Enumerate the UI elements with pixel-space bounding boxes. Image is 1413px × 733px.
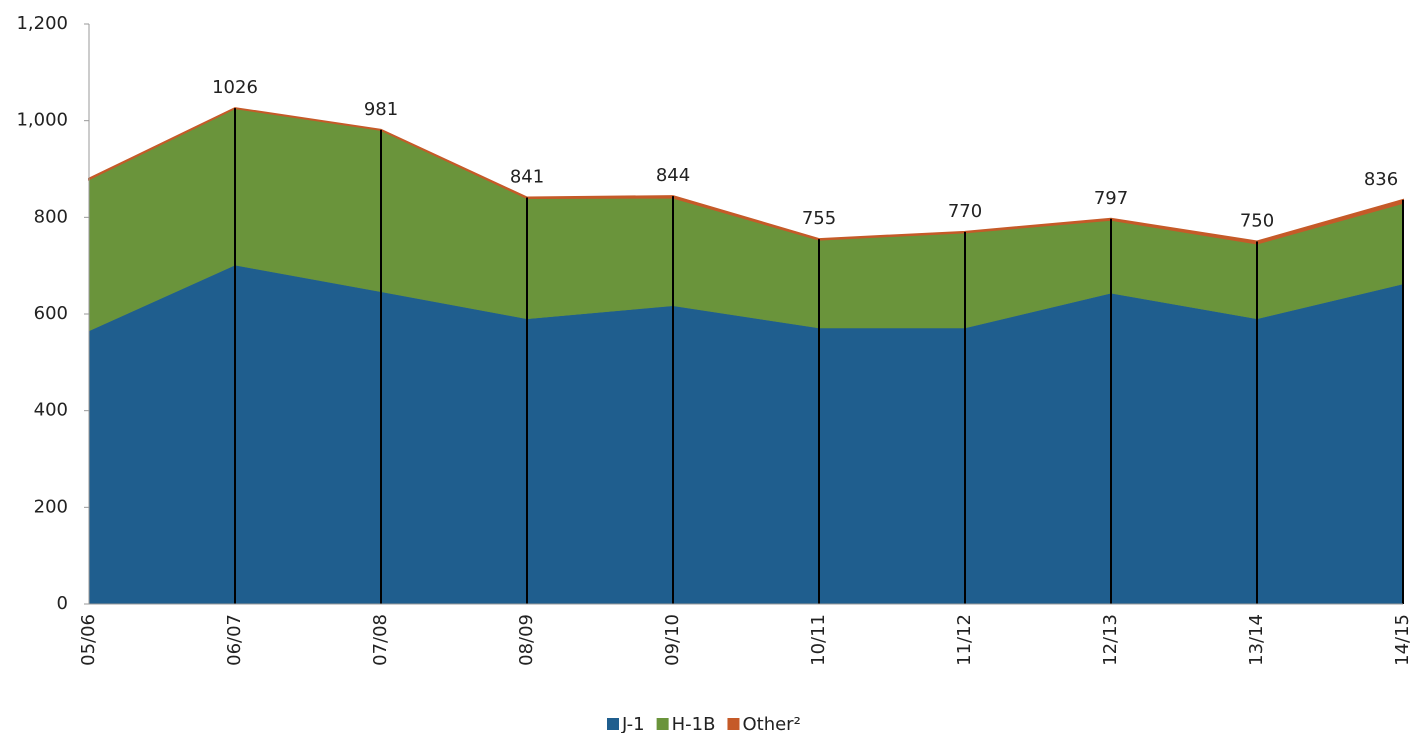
total-label: 1026 (212, 77, 258, 98)
y-tick-label: 400 (34, 400, 68, 421)
y-tick-label: 200 (34, 496, 68, 517)
legend-label: J-1 (621, 714, 645, 733)
x-tick-label: 10/11 (808, 614, 829, 666)
y-tick-label: 800 (34, 206, 68, 227)
x-tick-label: 11/12 (954, 614, 975, 666)
legend-swatch (656, 718, 669, 730)
total-label: 770 (948, 201, 982, 222)
total-label: 797 (1094, 188, 1128, 209)
total-label: 841 (510, 167, 544, 188)
x-tick-label: 12/13 (1100, 614, 1121, 666)
x-tick-label: 06/07 (224, 614, 245, 666)
x-tick-label: 14/15 (1392, 614, 1413, 666)
x-tick-label: 09/10 (662, 614, 683, 666)
x-tick-label: 13/14 (1246, 614, 1267, 666)
total-label: 755 (802, 208, 836, 229)
total-label: 836 (1364, 169, 1398, 190)
total-label: 981 (364, 99, 398, 120)
x-tick-label: 08/09 (516, 614, 537, 666)
legend-swatch (607, 718, 619, 730)
legend-label: Other² (742, 714, 800, 733)
legend-swatch (727, 718, 740, 730)
x-tick-label: 07/08 (370, 614, 391, 666)
total-label: 750 (1240, 211, 1274, 232)
y-tick-label: 0 (57, 593, 68, 614)
y-tick-label: 600 (34, 303, 68, 324)
legend-label: H-1B (672, 714, 716, 733)
x-tick-label: 05/06 (78, 614, 99, 666)
y-tick-label: 1,200 (16, 13, 68, 34)
total-label: 844 (656, 165, 690, 186)
y-tick-label: 1,000 (16, 110, 68, 131)
